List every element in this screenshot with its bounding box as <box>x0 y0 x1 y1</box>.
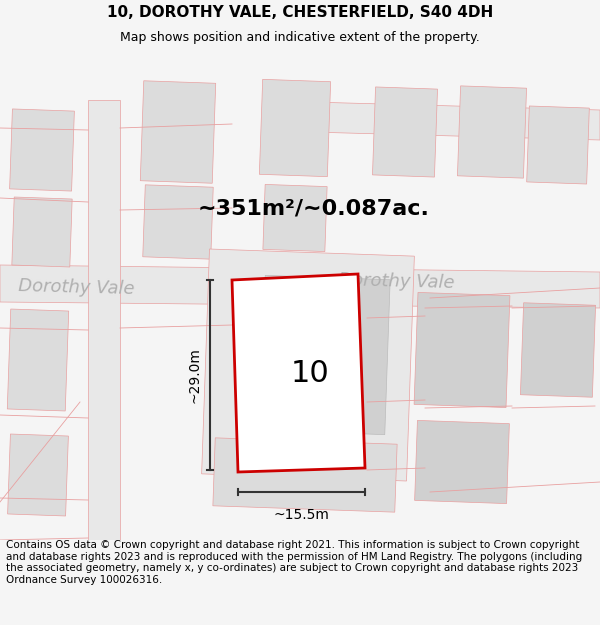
Polygon shape <box>213 438 397 512</box>
Text: ~351m²/~0.087ac.: ~351m²/~0.087ac. <box>198 198 430 218</box>
Polygon shape <box>8 434 68 516</box>
Polygon shape <box>232 274 365 472</box>
Text: 10, DOROTHY VALE, CHESTERFIELD, S40 4DH: 10, DOROTHY VALE, CHESTERFIELD, S40 4DH <box>107 5 493 20</box>
Polygon shape <box>140 81 216 183</box>
Polygon shape <box>310 102 600 140</box>
Text: Dorothy Vale: Dorothy Vale <box>338 271 455 292</box>
Polygon shape <box>260 276 390 434</box>
Polygon shape <box>457 86 527 178</box>
Text: ~29.0m: ~29.0m <box>188 347 202 403</box>
Text: 10: 10 <box>291 359 329 388</box>
Text: Contains OS data © Crown copyright and database right 2021. This information is : Contains OS data © Crown copyright and d… <box>6 540 582 585</box>
Polygon shape <box>12 197 72 267</box>
Polygon shape <box>143 185 213 259</box>
Text: Map shows position and indicative extent of the property.: Map shows position and indicative extent… <box>120 31 480 44</box>
Polygon shape <box>0 265 600 308</box>
Text: Dorothy Vale: Dorothy Vale <box>18 278 135 299</box>
Polygon shape <box>7 309 69 411</box>
Text: ~15.5m: ~15.5m <box>274 508 329 522</box>
Polygon shape <box>88 100 120 540</box>
Polygon shape <box>373 87 437 177</box>
Polygon shape <box>259 79 331 177</box>
Polygon shape <box>10 109 74 191</box>
Polygon shape <box>263 184 327 251</box>
Polygon shape <box>527 106 589 184</box>
Polygon shape <box>414 292 510 408</box>
Polygon shape <box>520 302 596 398</box>
Polygon shape <box>415 421 509 504</box>
Polygon shape <box>202 249 415 481</box>
